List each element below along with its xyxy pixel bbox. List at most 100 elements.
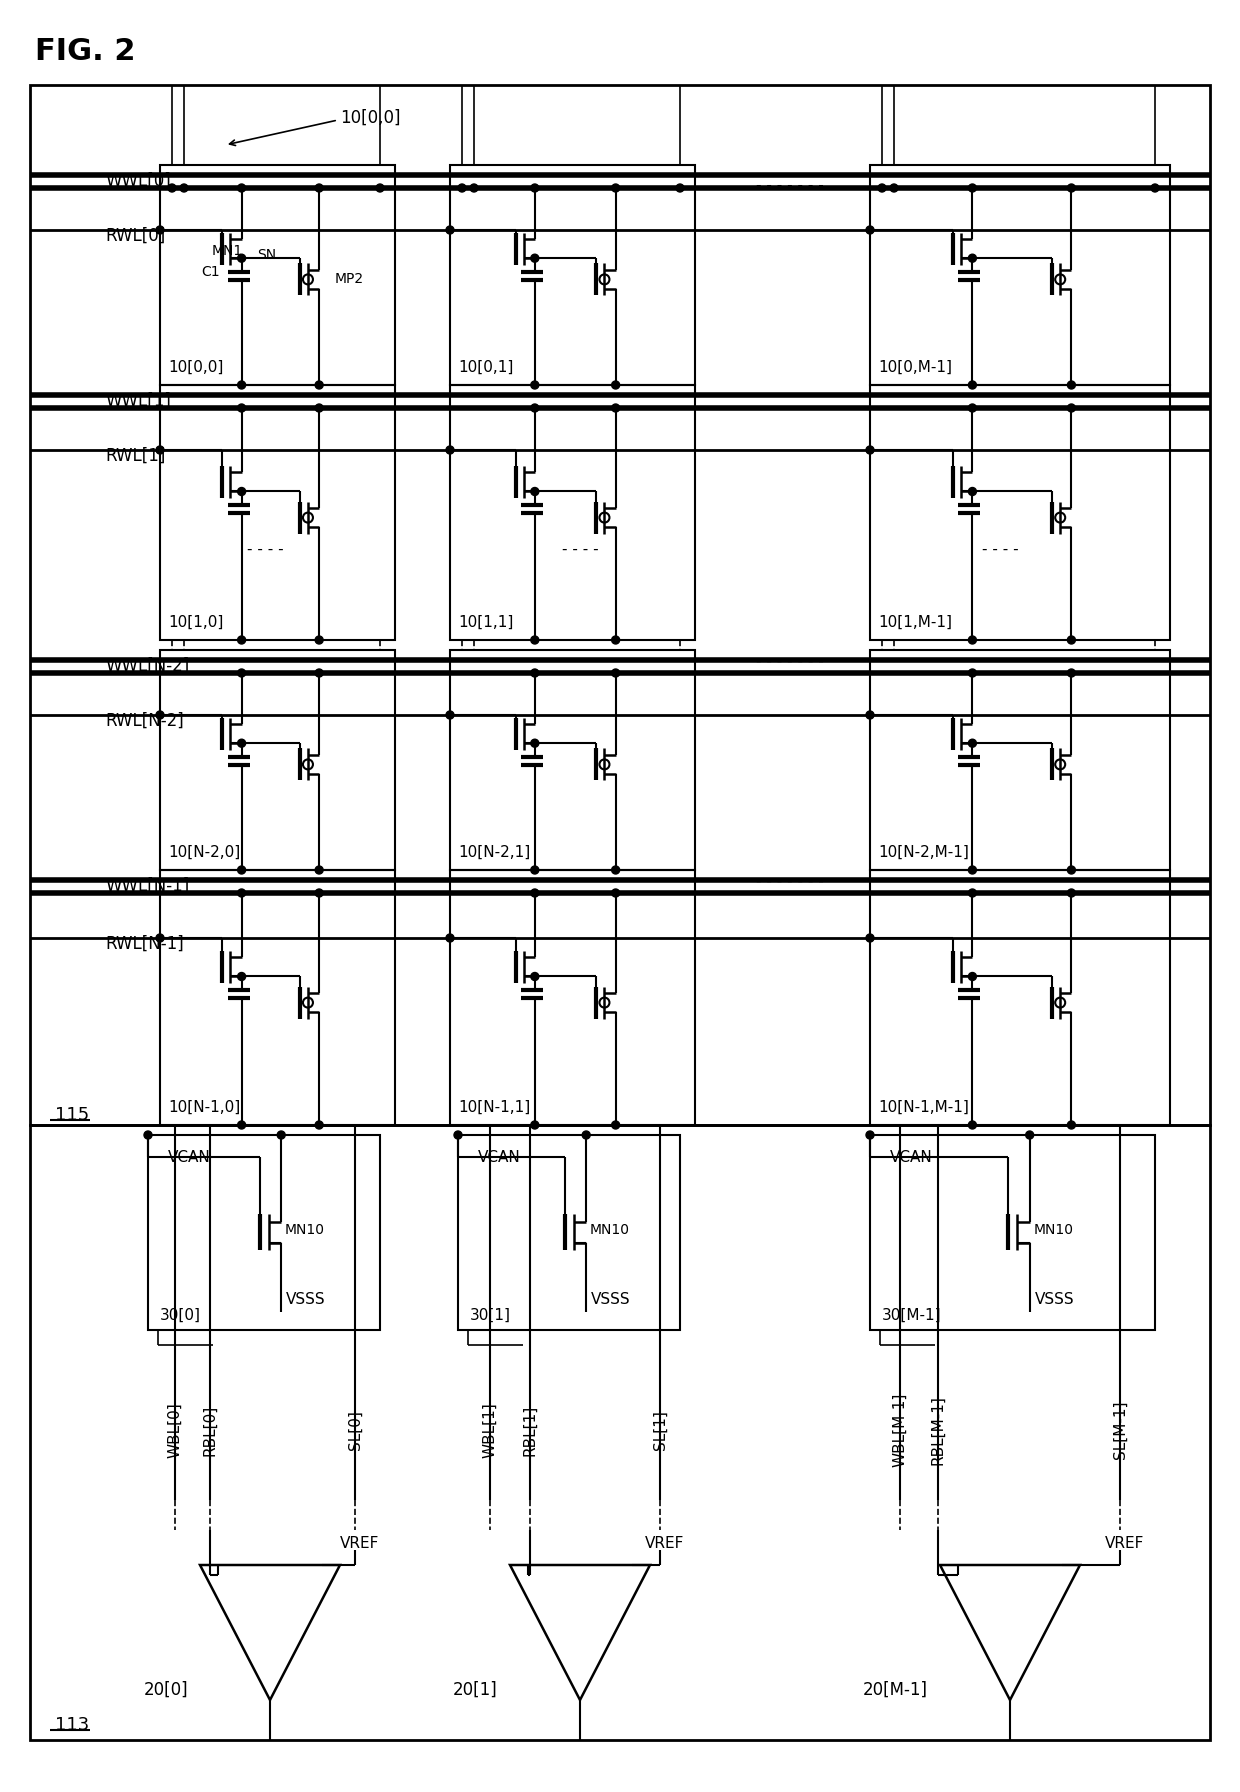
- Text: VSSS: VSSS: [286, 1292, 326, 1308]
- Circle shape: [446, 934, 454, 943]
- Circle shape: [611, 668, 620, 677]
- Circle shape: [376, 185, 384, 192]
- Circle shape: [611, 889, 620, 898]
- Text: MN10: MN10: [285, 1224, 325, 1238]
- Circle shape: [878, 185, 887, 192]
- Circle shape: [238, 668, 246, 677]
- Text: 10[0,0]: 10[0,0]: [167, 360, 223, 375]
- Circle shape: [238, 973, 246, 980]
- Text: 10[N-1,M-1]: 10[N-1,M-1]: [878, 1100, 968, 1115]
- Circle shape: [238, 636, 246, 643]
- Text: - - - - - - -: - - - - - - -: [756, 654, 823, 670]
- Circle shape: [446, 446, 454, 453]
- Circle shape: [238, 738, 246, 747]
- Bar: [450, 869, 694, 1125]
- Text: - - - - - - -: - - - - - - -: [756, 874, 823, 889]
- Circle shape: [968, 185, 976, 192]
- Bar: [870, 869, 1171, 1125]
- Circle shape: [238, 185, 246, 192]
- Circle shape: [531, 973, 539, 980]
- Circle shape: [968, 254, 976, 262]
- Bar: [160, 869, 396, 1125]
- Circle shape: [968, 382, 976, 389]
- Circle shape: [167, 185, 176, 192]
- Text: 30[0]: 30[0]: [160, 1308, 201, 1322]
- Circle shape: [531, 403, 539, 412]
- Bar: [30, 1125, 1210, 1740]
- Text: VCAN: VCAN: [477, 1149, 521, 1165]
- Circle shape: [866, 934, 874, 943]
- Text: VSSS: VSSS: [591, 1292, 631, 1308]
- Text: 20[1]: 20[1]: [454, 1681, 498, 1699]
- Circle shape: [156, 446, 164, 453]
- Circle shape: [611, 382, 620, 389]
- Circle shape: [968, 973, 976, 980]
- Circle shape: [968, 668, 976, 677]
- Circle shape: [531, 1122, 539, 1129]
- Circle shape: [1068, 403, 1075, 412]
- Circle shape: [454, 1131, 463, 1140]
- Circle shape: [156, 226, 164, 235]
- Text: VREF: VREF: [340, 1536, 379, 1550]
- Circle shape: [968, 403, 976, 412]
- Bar: [870, 165, 1171, 385]
- Text: MP2: MP2: [335, 272, 363, 287]
- Text: SL[M-1]: SL[M-1]: [1112, 1401, 1127, 1459]
- Circle shape: [315, 889, 324, 898]
- Text: - - - -: - - - -: [982, 543, 1018, 557]
- Text: RWL[0]: RWL[0]: [105, 228, 165, 246]
- Text: - - - -: - - - -: [562, 543, 599, 557]
- Circle shape: [1151, 185, 1159, 192]
- Text: RWL[N-2]: RWL[N-2]: [105, 711, 184, 729]
- Bar: [160, 165, 396, 385]
- Circle shape: [531, 889, 539, 898]
- Bar: [148, 1134, 379, 1330]
- Circle shape: [238, 1122, 246, 1129]
- Text: WBL[0]: WBL[0]: [167, 1401, 182, 1459]
- Text: 10[N-2,0]: 10[N-2,0]: [167, 844, 241, 860]
- Text: RBL[1]: RBL[1]: [522, 1405, 537, 1455]
- Circle shape: [238, 254, 246, 262]
- Text: 10[1,1]: 10[1,1]: [458, 615, 513, 629]
- Circle shape: [866, 1131, 874, 1140]
- Text: 10[0,M-1]: 10[0,M-1]: [878, 360, 952, 375]
- Text: 10[1,0]: 10[1,0]: [167, 615, 223, 629]
- Circle shape: [611, 185, 620, 192]
- Text: VREF: VREF: [645, 1536, 684, 1550]
- Bar: [870, 385, 1171, 640]
- Circle shape: [315, 382, 324, 389]
- Text: 10[N-1,0]: 10[N-1,0]: [167, 1100, 241, 1115]
- Circle shape: [968, 487, 976, 496]
- Text: - - - -: - - - -: [247, 543, 283, 557]
- Circle shape: [156, 711, 164, 719]
- Circle shape: [531, 738, 539, 747]
- Text: WWL[0]: WWL[0]: [105, 172, 171, 190]
- Text: 115: 115: [55, 1106, 89, 1124]
- Circle shape: [866, 711, 874, 719]
- Text: MN10: MN10: [590, 1224, 630, 1238]
- Circle shape: [611, 866, 620, 874]
- Text: 20[M-1]: 20[M-1]: [863, 1681, 928, 1699]
- Text: RBL[M-1]: RBL[M-1]: [930, 1394, 945, 1464]
- Circle shape: [238, 487, 246, 496]
- Circle shape: [611, 1122, 620, 1129]
- Circle shape: [238, 889, 246, 898]
- Circle shape: [238, 403, 246, 412]
- Text: MN10: MN10: [1033, 1224, 1074, 1238]
- Text: WBL[1]: WBL[1]: [482, 1401, 497, 1459]
- Text: 10[0,0]: 10[0,0]: [340, 109, 401, 127]
- Text: WBL[M-1]: WBL[M-1]: [893, 1392, 908, 1468]
- Circle shape: [156, 934, 164, 943]
- Circle shape: [583, 1131, 590, 1140]
- Circle shape: [1068, 889, 1075, 898]
- Bar: [450, 165, 694, 385]
- Text: VCAN: VCAN: [890, 1149, 932, 1165]
- Text: - - - - - - -: - - - - - - -: [756, 179, 823, 194]
- Circle shape: [1068, 866, 1075, 874]
- Text: 20[0]: 20[0]: [144, 1681, 188, 1699]
- Bar: [160, 385, 396, 640]
- Circle shape: [1025, 1131, 1034, 1140]
- Text: RWL[N-1]: RWL[N-1]: [105, 935, 184, 953]
- Circle shape: [531, 487, 539, 496]
- Circle shape: [238, 382, 246, 389]
